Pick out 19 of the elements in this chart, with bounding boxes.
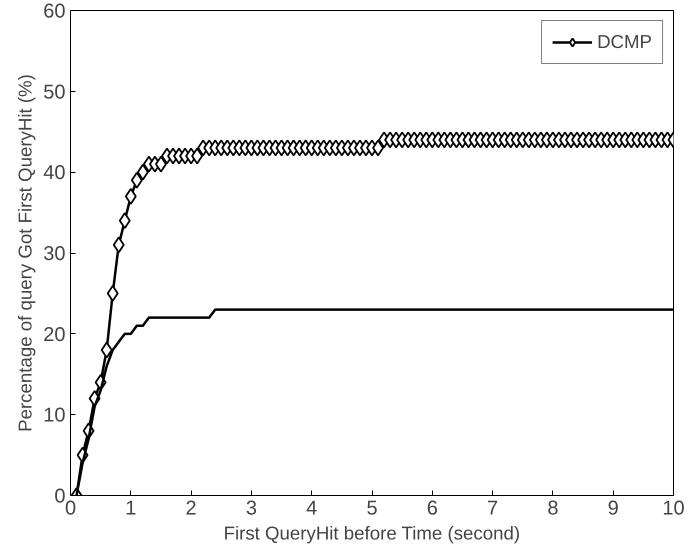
legend-label: DCMP (597, 31, 652, 53)
x-tick-label: 7 (487, 498, 498, 520)
y-tick-label: 20 (43, 324, 66, 346)
y-tick-label: 40 (43, 162, 66, 184)
x-tick-label: 3 (246, 498, 257, 520)
y-tick-label: 60 (43, 0, 66, 22)
x-tick-label: 2 (186, 498, 197, 520)
y-tick-label: 30 (43, 243, 66, 265)
x-axis-title: First QueryHit before Time (second) (224, 522, 520, 544)
x-tick-label: 4 (306, 498, 318, 520)
x-tick-label: 8 (547, 498, 558, 520)
x-tick-label: 10 (662, 498, 685, 520)
x-tick-label: 9 (608, 498, 619, 520)
y-axis-title: Percentage of query Got First QueryHit (%) (14, 74, 36, 432)
y-tick-label: 10 (43, 404, 66, 427)
y-tick-label: 50 (43, 81, 66, 104)
x-tick-label: 5 (366, 498, 378, 520)
x-tick-label: 1 (125, 498, 136, 520)
x-tick-label: 6 (426, 498, 438, 520)
